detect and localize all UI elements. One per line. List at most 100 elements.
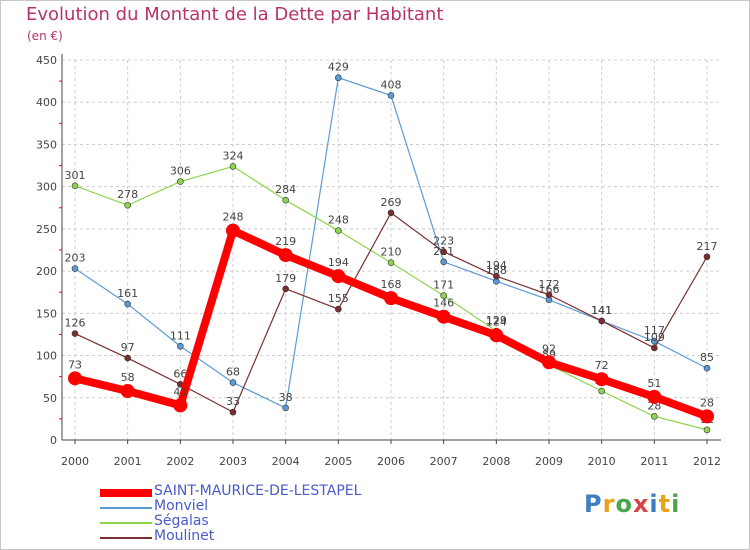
data-point-moulinet xyxy=(124,354,131,362)
data-point-saint-maurice-de-lestapel xyxy=(384,291,398,306)
x-tick-label: 2004 xyxy=(272,455,300,468)
data-point-s-galas xyxy=(124,201,131,209)
data-point-monviel xyxy=(335,74,342,82)
y-tick-label: 150 xyxy=(36,307,57,320)
legend-label: Ségalas xyxy=(154,513,209,529)
chart-title: Evolution du Montant de la Dette par Hab… xyxy=(26,4,444,25)
data-label-moulinet: 141 xyxy=(591,304,612,317)
data-label-s-galas: 248 xyxy=(328,214,349,227)
data-label-monviel: 203 xyxy=(65,252,86,265)
data-point-moulinet xyxy=(229,408,237,416)
y-tick-label: 250 xyxy=(36,223,57,236)
data-label-monviel: 68 xyxy=(226,366,240,379)
data-point-saint-maurice-de-lestapel xyxy=(700,409,714,424)
data-label-monviel: 429 xyxy=(328,61,349,74)
data-point-s-galas xyxy=(177,178,184,185)
data-label-saint-maurice-de-lestapel: 72 xyxy=(595,359,609,372)
data-label-saint-maurice-de-lestapel: 51 xyxy=(647,377,661,390)
data-point-moulinet xyxy=(493,272,500,280)
x-tick-label: 2005 xyxy=(324,455,352,468)
data-label-monviel: 408 xyxy=(381,78,402,91)
y-tick-label: 200 xyxy=(36,265,57,278)
data-point-saint-maurice-de-lestapel xyxy=(331,269,346,284)
data-label-monviel: 117 xyxy=(644,324,665,337)
data-point-saint-maurice-de-lestapel xyxy=(173,398,188,413)
data-point-s-galas xyxy=(282,196,289,204)
data-point-monviel xyxy=(71,265,79,272)
data-label-saint-maurice-de-lestapel: 194 xyxy=(328,256,349,269)
data-label-s-galas: 324 xyxy=(223,149,244,162)
data-point-s-galas xyxy=(387,259,395,266)
data-point-moulinet xyxy=(545,291,553,299)
logo-letter: o xyxy=(615,490,633,518)
data-point-monviel xyxy=(177,342,184,350)
data-label-monviel: 111 xyxy=(170,329,191,342)
x-tick-label: 2003 xyxy=(219,455,247,468)
data-label-saint-maurice-de-lestapel: 248 xyxy=(223,211,244,224)
legend-swatch xyxy=(100,522,152,524)
data-point-s-galas xyxy=(71,182,79,190)
data-label-moulinet: 155 xyxy=(328,292,349,305)
data-point-saint-maurice-de-lestapel xyxy=(120,384,135,399)
data-point-moulinet xyxy=(387,209,395,217)
y-tick-label: 0 xyxy=(50,434,57,447)
data-point-saint-maurice-de-lestapel xyxy=(542,355,556,370)
data-point-moulinet xyxy=(282,285,289,293)
legend-swatch xyxy=(100,537,152,539)
legend-swatch xyxy=(100,507,152,509)
data-point-monviel xyxy=(440,258,447,266)
legend-label: Moulinet xyxy=(154,528,215,544)
data-point-monviel xyxy=(651,337,658,345)
data-label-moulinet: 179 xyxy=(275,272,296,285)
data-label-monviel: 141 xyxy=(591,304,612,317)
proxiti-logo: Proxiti xyxy=(584,490,680,518)
data-point-saint-maurice-de-lestapel xyxy=(594,372,609,387)
x-tick-label: 2008 xyxy=(482,455,510,468)
data-point-s-galas xyxy=(335,227,342,234)
data-label-saint-maurice-de-lestapel: 58 xyxy=(121,371,135,384)
data-label-saint-maurice-de-lestapel: 41 xyxy=(173,385,187,398)
data-point-moulinet xyxy=(703,253,711,261)
data-label-saint-maurice-de-lestapel: 73 xyxy=(68,358,82,371)
data-label-moulinet: 217 xyxy=(697,240,718,253)
x-tick-label: 2011 xyxy=(640,455,668,468)
logo-letter: t xyxy=(658,490,672,518)
data-label-saint-maurice-de-lestapel: 168 xyxy=(381,278,402,291)
logo-letter: P xyxy=(584,490,603,518)
data-label-moulinet: 223 xyxy=(433,235,454,248)
data-label-saint-maurice-de-lestapel: 28 xyxy=(700,396,714,409)
data-label-s-galas: 284 xyxy=(275,183,296,196)
data-label-monviel: 38 xyxy=(279,391,293,404)
data-label-moulinet: 172 xyxy=(539,278,560,291)
data-label-s-galas: 129 xyxy=(486,314,507,327)
data-label-s-galas: 210 xyxy=(381,246,402,259)
data-label-moulinet: 109 xyxy=(644,331,665,344)
data-point-saint-maurice-de-lestapel xyxy=(489,328,504,343)
legend-label: SAINT-MAURICE-DE-LESTAPEL xyxy=(154,483,362,499)
x-tick-label: 2000 xyxy=(61,455,89,468)
data-label-saint-maurice-de-lestapel: 124 xyxy=(486,315,507,328)
data-point-moulinet xyxy=(440,248,447,255)
data-point-saint-maurice-de-lestapel xyxy=(436,309,451,324)
data-label-moulinet: 194 xyxy=(486,259,507,272)
y-tick-label: 450 xyxy=(36,54,57,67)
x-tick-label: 2010 xyxy=(588,455,616,468)
legend-swatch xyxy=(100,489,152,497)
x-tick-label: 2012 xyxy=(693,455,721,468)
data-point-saint-maurice-de-lestapel xyxy=(226,223,240,238)
data-label-monviel: 85 xyxy=(700,351,714,364)
x-tick-label: 2002 xyxy=(166,455,194,468)
data-point-moulinet xyxy=(71,330,79,337)
y-tick-label: 350 xyxy=(36,138,57,151)
data-point-monviel xyxy=(229,379,237,386)
data-point-s-galas xyxy=(598,387,605,395)
data-label-monviel: 161 xyxy=(117,287,138,300)
data-label-moulinet: 33 xyxy=(226,395,240,408)
x-tick-label: 2009 xyxy=(535,455,563,468)
data-point-saint-maurice-de-lestapel xyxy=(68,371,82,386)
data-point-moulinet xyxy=(651,344,658,352)
data-point-monviel xyxy=(124,300,131,308)
data-label-moulinet: 97 xyxy=(121,341,135,354)
data-point-s-galas xyxy=(703,426,711,434)
